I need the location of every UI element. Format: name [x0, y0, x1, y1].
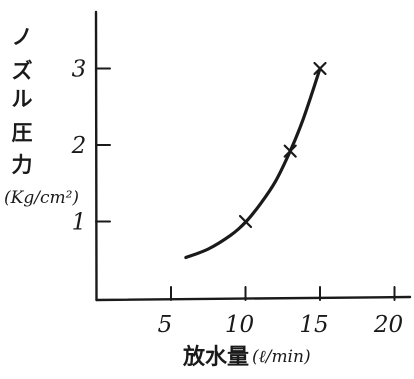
x-axis-unit: (ℓ/min) — [252, 347, 311, 367]
y-axis-label-char-1: ノ — [12, 25, 33, 49]
x-tick-label-5: 5 — [158, 312, 173, 338]
x-axis-title: 放水量 — [182, 344, 249, 370]
x-tick-label-10: 10 — [225, 312, 254, 338]
y-axis-label-char-2: ズ — [12, 59, 33, 83]
ticks — [95, 67, 396, 301]
y-axis-label-char-4: 圧 — [12, 121, 33, 145]
y-axis-line — [94, 10, 98, 302]
x-tick-label-15: 15 — [299, 312, 328, 338]
marker-stroke — [313, 61, 327, 76]
marker-layer — [238, 61, 327, 229]
y-tick-label-3: 3 — [72, 57, 87, 83]
y-axis-label-char-3: ル — [12, 87, 33, 111]
x-axis-line — [95, 295, 412, 302]
axes — [94, 10, 412, 302]
pressure-curve — [184, 66, 322, 260]
y-axis-label-char-5: 力 — [12, 153, 33, 177]
data-point-marker-2 — [283, 144, 297, 158]
y-tick-label-2: 2 — [71, 133, 87, 159]
y-axis-unit: (Kg/cm²) — [4, 188, 79, 208]
x-tick-label-20: 20 — [373, 312, 403, 338]
marker-stroke — [283, 144, 297, 158]
marker-stroke — [238, 214, 253, 229]
data-point-marker-3 — [313, 61, 327, 76]
curve-layer — [184, 66, 322, 260]
data-point-marker-1 — [238, 214, 253, 229]
y-tick-label-1: 1 — [72, 210, 87, 236]
